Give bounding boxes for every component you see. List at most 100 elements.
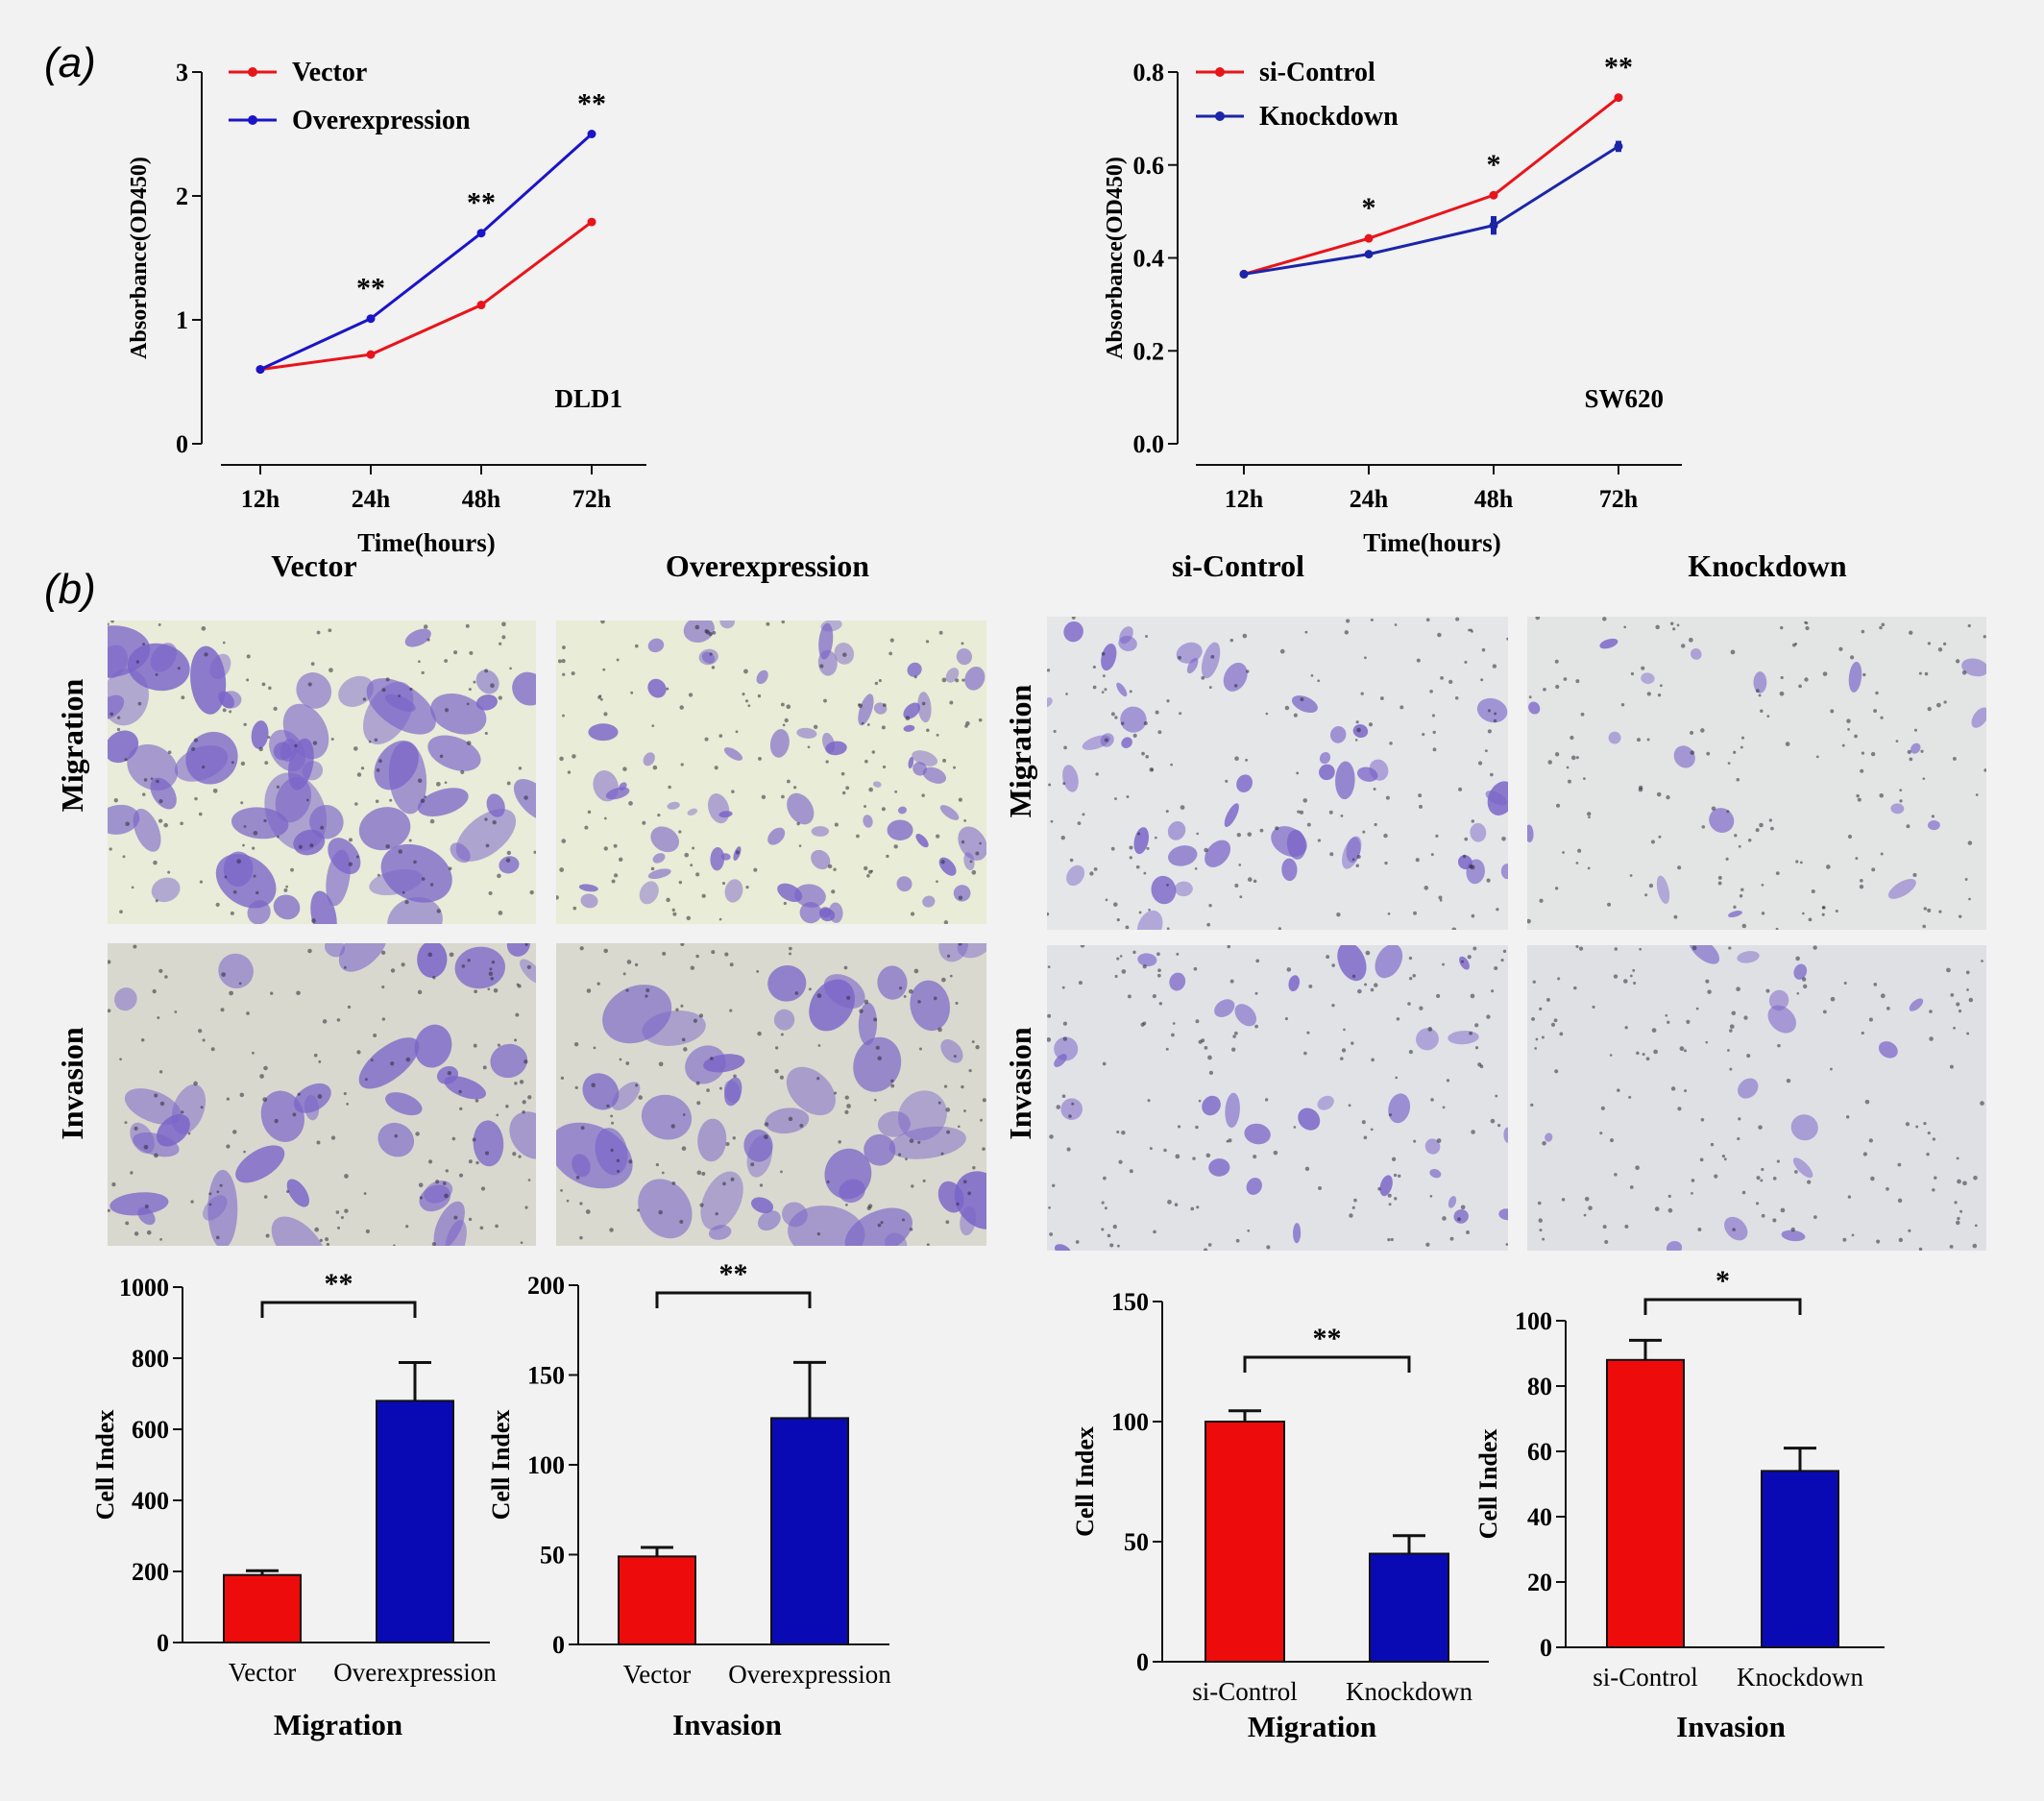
membrane-pore bbox=[1956, 1156, 1959, 1160]
membrane-pore bbox=[969, 860, 973, 864]
stained-cell bbox=[917, 692, 932, 723]
membrane-pore bbox=[690, 965, 695, 970]
membrane-pore bbox=[204, 652, 208, 657]
stained-cell bbox=[1500, 864, 1508, 880]
membrane-pore bbox=[1927, 908, 1932, 913]
membrane-pore bbox=[1437, 632, 1442, 638]
membrane-pore bbox=[1936, 702, 1941, 708]
membrane-pore bbox=[1068, 1114, 1072, 1118]
membrane-pore bbox=[626, 960, 632, 964]
membrane-pore bbox=[864, 759, 868, 764]
legend-marker bbox=[248, 67, 257, 77]
membrane-pore bbox=[1966, 1032, 1970, 1035]
stained-cell bbox=[380, 843, 452, 903]
membrane-pore bbox=[1154, 836, 1157, 840]
membrane-pore bbox=[1234, 883, 1239, 888]
membrane-pore bbox=[1107, 1233, 1111, 1238]
membrane-pore bbox=[1967, 840, 1973, 845]
membrane-pore bbox=[311, 918, 316, 923]
membrane-pore bbox=[1554, 659, 1559, 664]
membrane-pore bbox=[1628, 1095, 1632, 1099]
stained-cell bbox=[1246, 1178, 1262, 1195]
stained-cell bbox=[720, 853, 731, 861]
membrane-pore bbox=[1418, 793, 1423, 798]
stained-cell bbox=[455, 809, 517, 862]
y-tick-label: 0.8 bbox=[1133, 59, 1165, 86]
membrane-pore bbox=[1102, 1061, 1107, 1066]
y-tick-label: 600 bbox=[132, 1416, 169, 1444]
membrane-pore bbox=[1851, 1233, 1855, 1237]
membrane-pore bbox=[1689, 637, 1693, 643]
stained-cell bbox=[956, 647, 972, 666]
membrane-pore bbox=[1602, 617, 1607, 621]
membrane-pore bbox=[846, 995, 851, 1000]
membrane-pore bbox=[1151, 768, 1154, 771]
membrane-pore bbox=[1861, 751, 1865, 755]
membrane-pore bbox=[319, 1238, 323, 1242]
membrane-pore bbox=[881, 807, 886, 812]
membrane-pore bbox=[1190, 1206, 1195, 1211]
stained-cell bbox=[794, 884, 826, 908]
stained-cell bbox=[822, 732, 836, 754]
membrane-pore bbox=[313, 1053, 318, 1058]
membrane-pore bbox=[499, 642, 502, 645]
membrane-pore bbox=[1264, 1098, 1269, 1102]
membrane-pore bbox=[642, 820, 646, 825]
stained-cell bbox=[912, 750, 938, 767]
membrane-pore bbox=[873, 1098, 877, 1102]
membrane-pore bbox=[1629, 874, 1633, 877]
membrane-pore bbox=[766, 621, 770, 626]
stained-cell bbox=[1416, 1028, 1439, 1051]
membrane-pore bbox=[1915, 1125, 1919, 1129]
stained-cell bbox=[940, 1039, 963, 1063]
membrane-pore bbox=[1653, 1049, 1658, 1055]
membrane-pore bbox=[622, 767, 627, 771]
membrane-pore bbox=[945, 1107, 951, 1112]
membrane-pore bbox=[427, 1159, 433, 1164]
membrane-pore bbox=[1114, 974, 1118, 979]
membrane-pore bbox=[1171, 1033, 1175, 1037]
stained-cell bbox=[110, 1192, 169, 1216]
membrane-pore bbox=[252, 1051, 255, 1055]
membrane-pore bbox=[1765, 988, 1770, 993]
membrane-pore bbox=[1432, 747, 1437, 752]
membrane-pore bbox=[761, 794, 766, 800]
membrane-pore bbox=[108, 622, 110, 626]
stained-cell bbox=[1388, 1093, 1411, 1124]
membrane-pore bbox=[1254, 1024, 1258, 1029]
membrane-pore bbox=[1495, 1094, 1498, 1098]
membrane-pore bbox=[1348, 1104, 1351, 1107]
membrane-pore bbox=[1275, 826, 1279, 831]
membrane-pore bbox=[518, 767, 523, 770]
stained-cell bbox=[1234, 1004, 1257, 1027]
stained-cell bbox=[767, 827, 786, 845]
membrane-pore bbox=[365, 1229, 371, 1234]
membrane-pore bbox=[292, 1112, 297, 1117]
stained-cell bbox=[1167, 821, 1186, 840]
stained-cell bbox=[264, 772, 328, 851]
membrane-pore bbox=[1143, 720, 1148, 726]
stained-cell bbox=[953, 885, 971, 902]
membrane-pore bbox=[1554, 752, 1560, 757]
membrane-pore bbox=[1613, 974, 1618, 979]
membrane-pore bbox=[1047, 1013, 1052, 1018]
membrane-pore bbox=[949, 700, 954, 705]
membrane-pore bbox=[1121, 969, 1127, 974]
membrane-pore bbox=[1207, 1055, 1212, 1060]
stained-cell bbox=[444, 1076, 486, 1100]
membrane-pore bbox=[1279, 648, 1285, 654]
membrane-pore bbox=[905, 1157, 908, 1161]
membrane-pore bbox=[1299, 810, 1304, 815]
membrane-pore bbox=[735, 850, 741, 855]
membrane-pore bbox=[1554, 1069, 1559, 1074]
membrane-pore bbox=[1419, 1006, 1424, 1010]
stained-cell bbox=[642, 1010, 706, 1046]
stained-cell bbox=[286, 1179, 309, 1207]
membrane-pore bbox=[1300, 697, 1304, 702]
stained-cell bbox=[897, 806, 907, 815]
membrane-pore bbox=[1429, 689, 1433, 694]
membrane-pore bbox=[573, 1041, 579, 1047]
membrane-pore bbox=[522, 1100, 526, 1105]
membrane-pore bbox=[1793, 1170, 1798, 1174]
